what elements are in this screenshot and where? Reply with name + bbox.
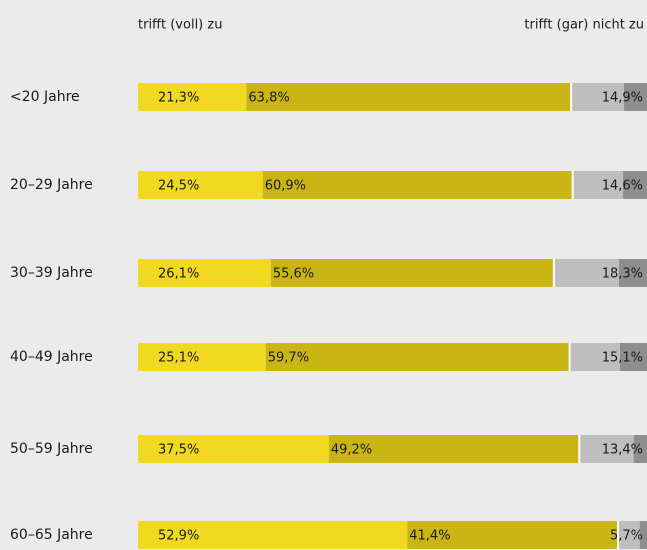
value-label: 41,4%: [409, 529, 450, 544]
header-right: trifft (gar) nicht zu: [524, 18, 644, 33]
value-label: 14,9%: [602, 91, 643, 106]
category-label: <20 Jahre: [10, 89, 80, 105]
value-label: 5,7%: [610, 529, 643, 544]
header-left: trifft (voll) zu: [138, 18, 222, 33]
category-label: 40–49 Jahre: [10, 349, 93, 365]
value-label: 21,3%: [158, 91, 199, 106]
category-label: 20–29 Jahre: [10, 177, 93, 193]
bar-segment: [623, 171, 647, 199]
bar-segment: [138, 171, 263, 199]
bar-segment: [138, 259, 271, 287]
value-label: 26,1%: [158, 267, 199, 282]
bar-segment: [246, 83, 572, 111]
bar-segment: [138, 521, 408, 549]
value-label: 37,5%: [158, 443, 199, 458]
bar-segment: [624, 83, 647, 111]
bar-segment: [407, 521, 618, 549]
category-label: 60–65 Jahre: [10, 527, 93, 543]
bar-segment: [265, 343, 570, 371]
bar-segment: [620, 343, 647, 371]
bar-segment: [138, 435, 329, 463]
value-label: 49,2%: [331, 443, 372, 458]
value-label: 18,3%: [602, 267, 643, 282]
bar-segment: [633, 435, 647, 463]
bar-segment: [138, 343, 266, 371]
value-label: 14,6%: [602, 179, 643, 194]
value-label: 24,5%: [158, 179, 199, 194]
value-label: 60,9%: [265, 179, 306, 194]
value-label: 52,9%: [158, 529, 199, 544]
value-label: 13,4%: [602, 443, 643, 458]
value-label: 15,1%: [602, 351, 643, 366]
value-label: 25,1%: [158, 351, 199, 366]
bar-segment: [328, 435, 580, 463]
category-label: 50–59 Jahre: [10, 441, 93, 457]
bar-segment: [270, 259, 554, 287]
bar-segment: [619, 259, 647, 287]
bar-segment: [639, 521, 647, 549]
value-label: 63,8%: [248, 91, 289, 106]
value-label: 59,7%: [268, 351, 309, 366]
bar-segment: [262, 171, 573, 199]
value-label: 55,6%: [273, 267, 314, 282]
bar-segment: [138, 83, 247, 111]
category-label: 30–39 Jahre: [10, 265, 93, 281]
